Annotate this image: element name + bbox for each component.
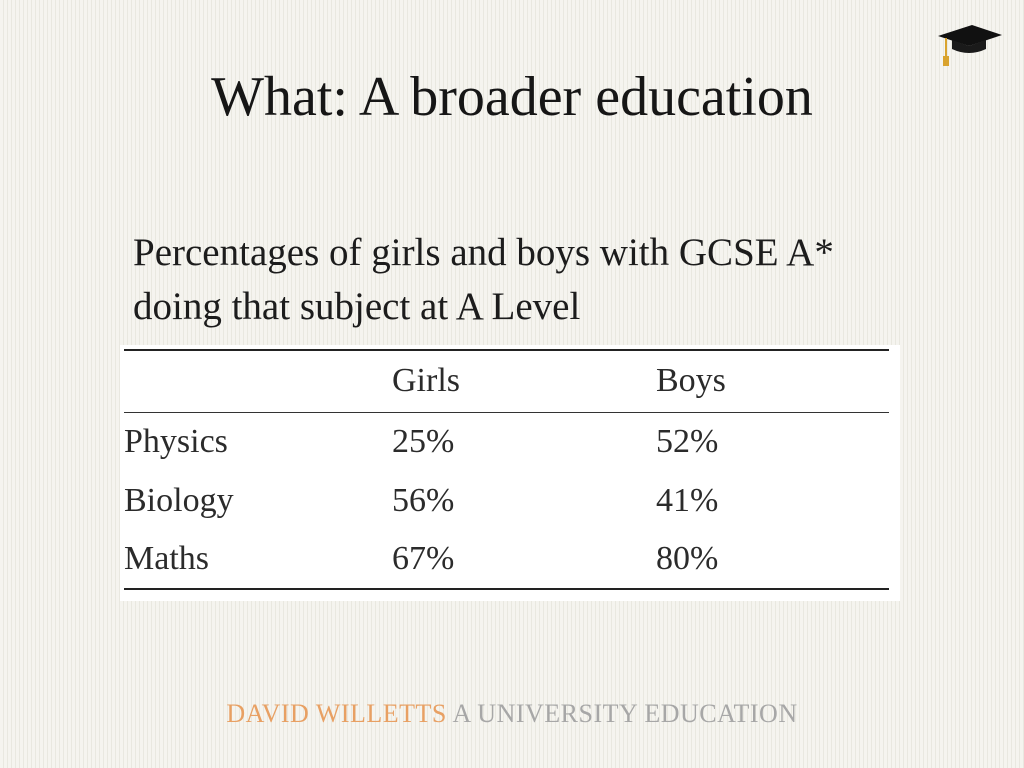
row-subject: Biology [124,481,234,519]
row-girls-value: 56% [392,481,455,519]
footer-book-title: A UNIVERSITY EDUCATION [452,699,798,728]
row-girls-value: 25% [392,422,455,460]
row-girls-value: 67% [392,530,656,590]
header-boys: Boys [656,349,889,413]
row-boys-value: 80% [656,530,889,590]
slide-title: What: A broader education [211,66,813,128]
table-row-biology: Biology 56% 41% [124,471,889,530]
results-table-panel: Girls Boys Physics 25% 52% Biology 56% 4… [120,345,900,601]
table-row-physics: Physics 25% 52% [124,412,889,471]
row-boys-value: 41% [656,481,719,519]
graduation-cap-icon [938,25,1002,66]
slide-subtitle: Percentages of girls and boys with GCSE … [133,231,834,328]
header-subject [124,349,392,413]
table-row-maths: Maths 67% 80% [124,530,889,590]
results-table: Girls Boys Physics 25% 52% Biology 56% 4… [124,349,889,590]
table-header-row: Girls Boys [124,349,889,413]
row-subject: Physics [124,422,228,460]
header-girls: Girls [392,349,656,413]
footer-author: DAVID WILLETTS [226,699,447,728]
row-boys-value: 52% [656,422,719,460]
row-subject: Maths [124,530,392,590]
slide-footer: DAVID WILLETTS A UNIVERSITY EDUCATION [0,698,1024,730]
